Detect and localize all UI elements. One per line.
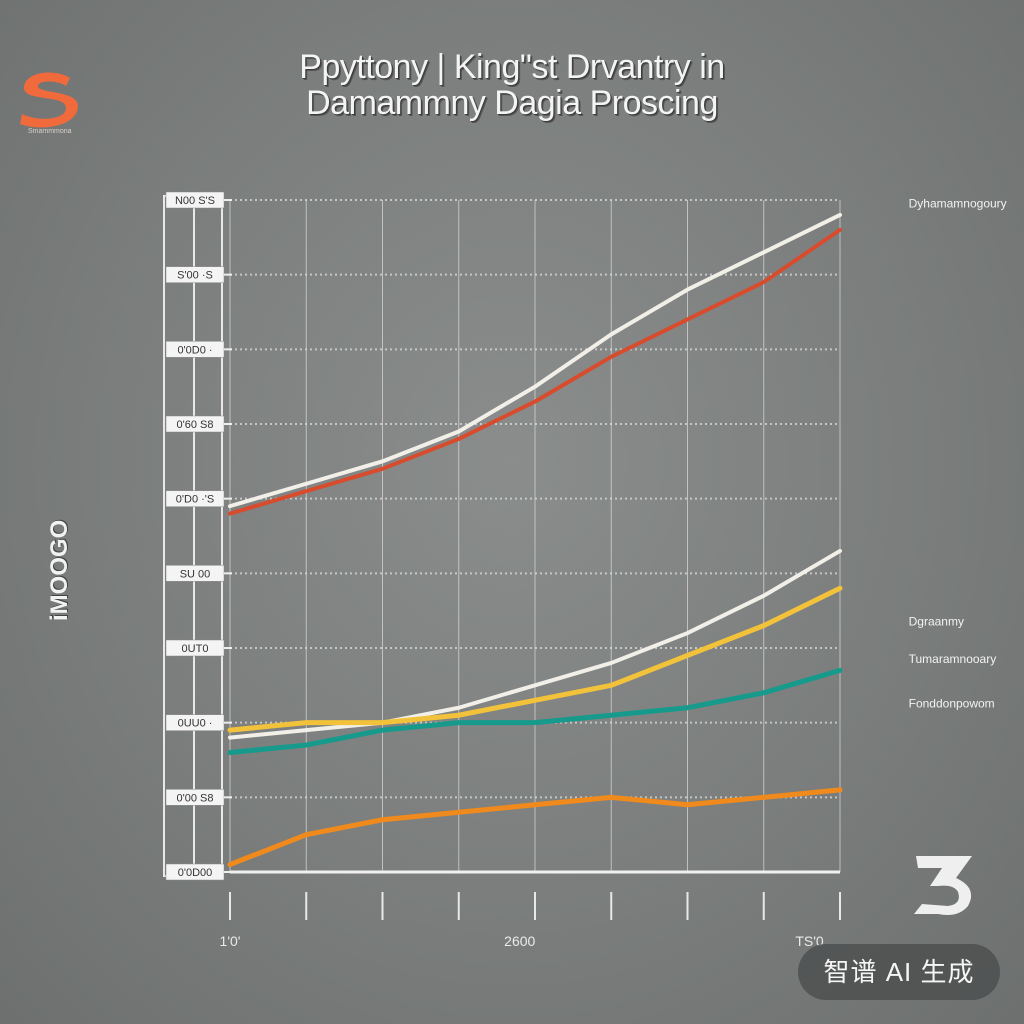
side-label: iMOOGO [46, 519, 73, 621]
y-tick-label: S'00 ·S [177, 270, 213, 282]
y-axis-frame [163, 195, 195, 877]
y-axis: 0'0D00 0'00 S8 0UU0 · 0UT0 SU 00 0'D0 ·'S 0'60… [163, 191, 232, 881]
y-tick-label: 0UT0 [182, 643, 209, 655]
series-line [227, 667, 843, 756]
chart-title-line-1: Ppyttony | King"st Drvantry in [299, 48, 725, 86]
s-logo-icon [20, 72, 78, 128]
y-tick-label: 0'00 S8 [177, 792, 214, 804]
series-annotation: Dgraanmy [909, 615, 964, 629]
series-line [228, 548, 842, 740]
ai-generated-badge: 智谱 AI 生成 [798, 944, 1000, 1000]
y-tick-label: 0'0D00 [178, 867, 213, 879]
series-annotation: Dyhamamnogoury [909, 196, 1007, 210]
x-tick-label: 2600 [504, 933, 535, 949]
y-tick-label: SU 00 [180, 568, 211, 580]
y-tick-label: 0'D0 ·'S [176, 494, 214, 506]
y-tick-label: N00 S'S [175, 195, 215, 207]
x-axis: 1'0' 2600 TS'0DyhamamnogouryDgraanmyTumara… [220, 196, 1007, 949]
y-tick-label: 0UU0 · [178, 718, 213, 730]
vertical-gridlines [229, 200, 841, 872]
series-layer [227, 212, 843, 868]
series-line [228, 212, 842, 509]
series-annotation: Fonddonpowom [909, 697, 995, 711]
horizontal-gridlines [230, 199, 840, 873]
logo-caption: Smammmona [28, 128, 72, 135]
y-tick-label: 0'0D0 · [177, 344, 212, 356]
series-line [227, 787, 843, 868]
series-annotation: Tumaramnooary [909, 652, 997, 666]
x-tick-label: 1'0' [220, 933, 241, 949]
chart-title-line-2: Damammny Dagia Proscing [306, 84, 718, 122]
series-line [227, 585, 843, 733]
eight-logo-icon [914, 856, 972, 915]
y-tick-label: 0'60 S8 [177, 419, 214, 431]
series-line [228, 227, 842, 516]
